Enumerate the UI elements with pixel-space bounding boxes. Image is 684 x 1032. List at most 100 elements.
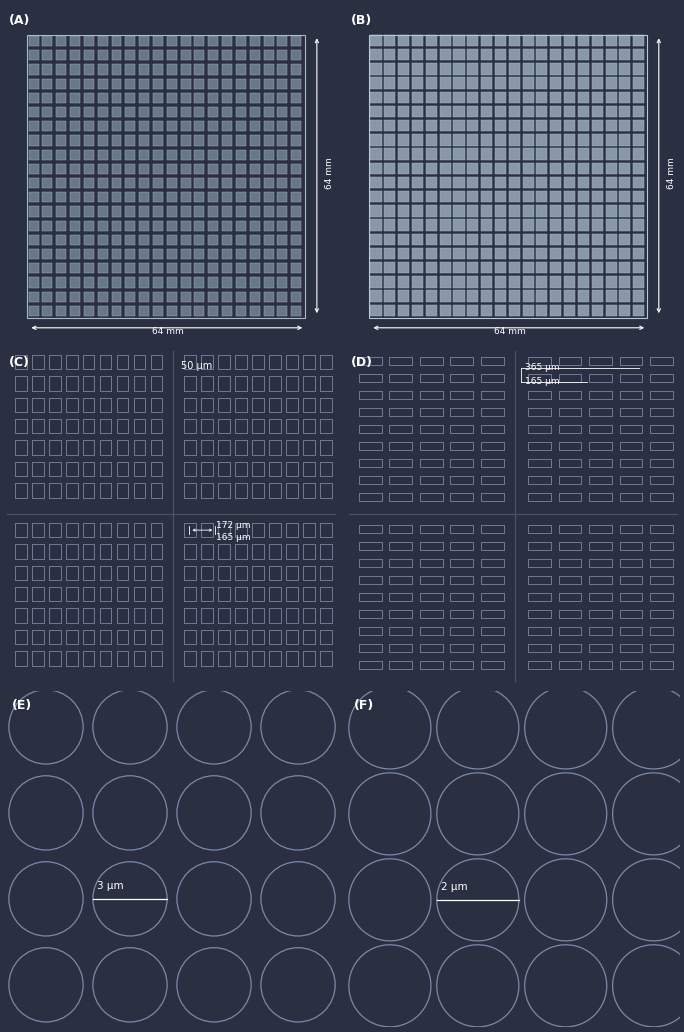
Bar [564,77,575,89]
Bar [218,544,230,558]
Text: 64 mm: 64 mm [494,327,525,336]
Bar [528,525,551,533]
Bar [528,357,551,365]
Bar [564,262,575,273]
Bar [509,92,520,103]
Bar [218,608,230,623]
Bar [49,608,61,623]
Bar [125,292,135,301]
Bar [98,36,107,46]
Bar [481,290,492,301]
Bar [589,391,612,399]
Bar [117,544,129,558]
Bar [384,277,395,288]
Bar [185,630,196,644]
Bar [167,150,176,160]
Bar [218,397,230,412]
Bar [15,523,27,538]
Bar [167,78,176,89]
Bar [467,205,478,217]
Bar [592,92,603,103]
Bar [153,164,163,174]
Bar [278,36,287,46]
Bar [32,630,44,644]
Bar [134,397,145,412]
Bar [194,192,205,202]
Bar [269,397,280,412]
Bar [412,163,423,174]
Bar [84,121,94,131]
Bar [320,566,332,580]
Bar [440,106,451,118]
Bar [15,376,27,391]
Bar [278,305,287,316]
Bar [291,249,301,259]
Bar [117,587,129,602]
Bar [278,263,287,273]
Bar [589,576,612,584]
Bar [550,262,562,273]
Bar [420,644,443,652]
Bar [222,263,232,273]
Bar [222,135,232,146]
Bar [303,419,315,433]
Bar [371,248,382,259]
Bar [32,397,44,412]
Bar [564,149,575,160]
Bar [134,355,145,369]
Bar [559,374,581,382]
Bar [633,50,644,61]
Bar [398,277,409,288]
Bar [592,262,603,273]
Bar [209,121,218,131]
Bar [620,644,642,652]
Bar [467,77,478,89]
Bar [98,278,107,288]
Bar [426,120,437,131]
Bar [250,263,260,273]
Bar [564,290,575,301]
Bar [450,610,473,618]
Bar [263,192,274,202]
Bar [620,220,631,231]
Bar [450,476,473,484]
Bar [650,374,673,382]
Bar [578,120,589,131]
Bar [291,164,301,174]
Bar [481,149,492,160]
Bar [42,150,53,160]
Bar [559,525,581,533]
Bar [420,391,443,399]
Bar [528,660,551,669]
Bar [578,277,589,288]
Bar [605,149,617,160]
Bar [620,77,631,89]
Bar [620,290,631,301]
Bar [495,77,506,89]
Bar [453,248,464,259]
Bar [481,163,492,174]
Bar [467,304,478,316]
Bar [222,221,232,231]
Bar [70,292,80,301]
Bar [42,178,53,188]
Bar [633,304,644,316]
Bar [278,64,287,74]
Bar [252,566,264,580]
Bar [83,630,94,644]
Bar [286,461,298,476]
Bar [70,78,80,89]
Bar [139,221,149,231]
Bar [450,542,473,550]
Bar [194,164,205,174]
Bar [153,150,163,160]
Bar [29,121,38,131]
Text: 3 μm: 3 μm [96,881,123,891]
Bar [250,36,260,46]
Bar [66,441,77,455]
Bar [536,248,547,259]
Bar [495,92,506,103]
Bar [536,277,547,288]
Bar [359,644,382,652]
Bar [139,235,149,245]
